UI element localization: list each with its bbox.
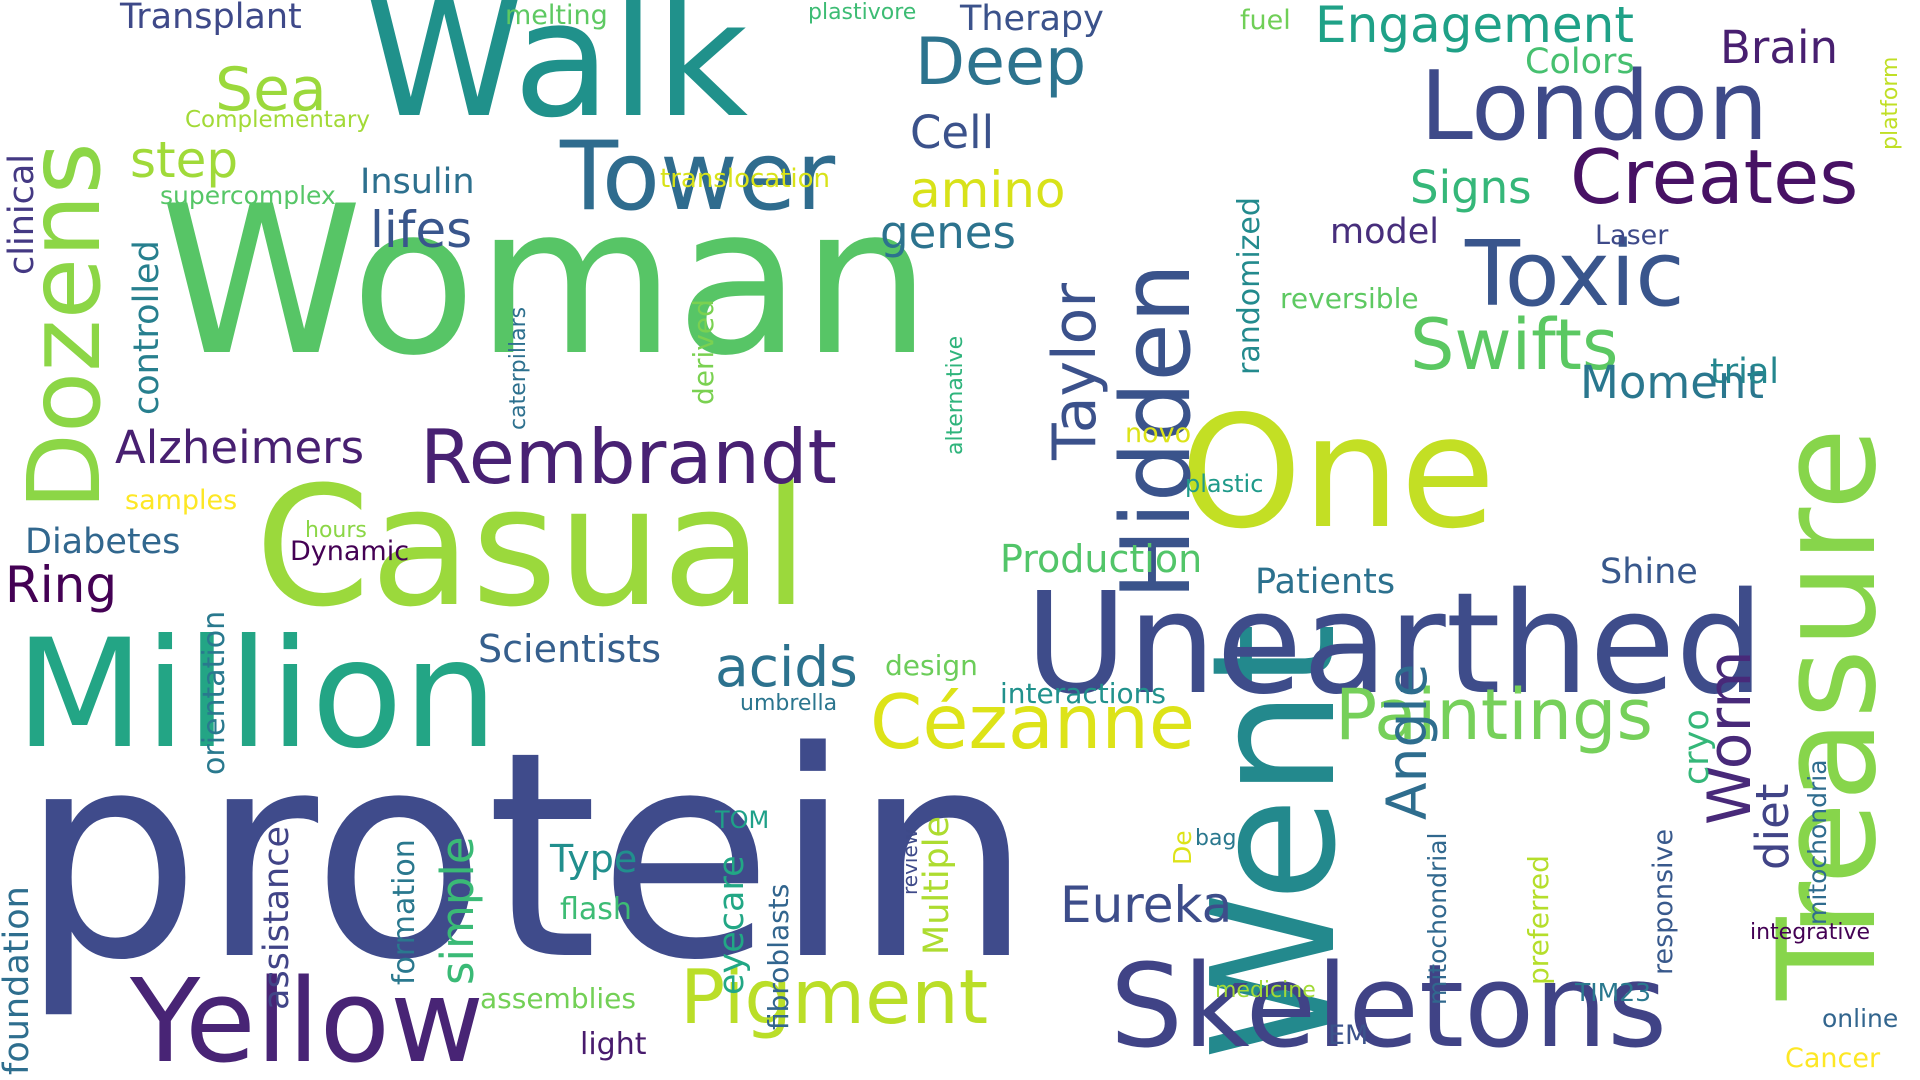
word-cloud-word: platform	[1878, 56, 1903, 150]
word-cloud-word: Million	[15, 608, 498, 782]
word-cloud-word: eyecare	[712, 855, 752, 995]
word-cloud-word: Swifts	[1410, 304, 1619, 386]
word-cloud-word: Cell	[910, 106, 995, 159]
word-cloud-word: melting	[505, 0, 608, 31]
word-cloud-word: assemblies	[480, 982, 636, 1015]
word-cloud-word: caterpillars	[506, 306, 531, 430]
word-cloud-word: Walk	[365, 0, 749, 153]
word-cloud-word: Multiple	[917, 815, 957, 955]
word-cloud-word: reversible	[1280, 282, 1419, 315]
word-cloud-word: acids	[715, 635, 858, 699]
word-cloud-word: Unearthed	[1025, 563, 1765, 726]
word-cloud-word: trial	[1710, 352, 1780, 392]
word-cloud-word: interactions	[1000, 677, 1167, 710]
word-cloud-word: design	[885, 649, 978, 682]
word-cloud-word: Signs	[1410, 161, 1532, 214]
word-cloud-word: De	[1168, 830, 1197, 865]
word-cloud-word: Paintings	[1335, 674, 1653, 756]
word-cloud-word: orientation	[197, 610, 232, 775]
word-cloud-word: plastivore	[808, 0, 917, 25]
word-cloud-word: One	[1180, 382, 1496, 563]
word-cloud-word: samples	[125, 485, 238, 516]
word-cloud-word: assistance	[257, 825, 297, 1010]
word-cloud-word: Colors	[1525, 42, 1635, 82]
word-cloud-word: formation	[387, 839, 422, 985]
word-cloud-word: Taylor	[1040, 282, 1110, 460]
word-cloud-word: amino	[910, 161, 1066, 219]
word-cloud-word: fibroblasts	[762, 883, 795, 1030]
word-cloud-word: online	[1822, 1004, 1899, 1033]
word-cloud-word: umbrella	[740, 691, 838, 716]
word-cloud-word: translocation	[660, 164, 831, 194]
word-cloud-word: EM	[1328, 1020, 1369, 1051]
word-cloud-word: mitochondrial	[1423, 832, 1452, 1006]
word-cloud-word: Diabetes	[25, 522, 181, 562]
word-cloud-word: Alzheimers	[115, 421, 365, 474]
word-cloud-word: light	[580, 1027, 647, 1062]
word-cloud-word: TOM	[715, 806, 770, 834]
word-cloud-word: novo	[1125, 418, 1192, 449]
word-cloud-word: TIM23	[1575, 978, 1652, 1007]
word-cloud-word: Complementary	[185, 107, 370, 133]
word-cloud-word: step	[130, 131, 239, 189]
word-cloud-word: hours	[305, 518, 367, 543]
word-cloud-word: Patients	[1255, 562, 1396, 602]
word-cloud-word: integrative	[1750, 920, 1871, 945]
word-cloud-word: foundation	[0, 886, 37, 1075]
word-cloud-word: genes	[880, 206, 1016, 259]
word-cloud-word: derived	[687, 299, 720, 405]
word-cloud-word: Eureka	[1060, 876, 1233, 934]
word-cloud-word: Moment	[1580, 356, 1765, 409]
word-cloud-word: Cancer	[1785, 1043, 1881, 1074]
word-cloud-word: Casual	[255, 451, 809, 643]
word-cloud-word: lifes	[370, 201, 473, 259]
word-cloud-word: Engagement	[1315, 0, 1634, 54]
word-cloud-word: clinical	[2, 153, 42, 275]
word-cloud-word: protein	[20, 691, 1034, 1023]
word-cloud-word: Therapy	[960, 0, 1104, 39]
word-cloud-word: model	[1330, 212, 1439, 252]
word-cloud-word: responsive	[1648, 828, 1679, 975]
word-cloud-word: flash	[560, 892, 632, 927]
word-cloud-word: Shine	[1600, 552, 1698, 592]
word-cloud-word: Angle	[1375, 663, 1439, 820]
word-cloud-word: Scientists	[478, 627, 661, 671]
word-cloud-word: fuel	[1240, 5, 1291, 36]
word-cloud-word: medicine	[1215, 978, 1316, 1003]
word-cloud-word: Transplant	[120, 0, 302, 37]
word-cloud-word: simple	[431, 836, 484, 985]
word-cloud-word: Brain	[1720, 21, 1838, 74]
word-cloud-word: Deep	[915, 25, 1087, 100]
word-cloud-word: Toxic	[1465, 222, 1685, 327]
word-cloud-word: cryo	[1677, 709, 1717, 785]
word-cloud-word: Type	[550, 837, 638, 881]
word-cloud-word: London	[1420, 52, 1769, 162]
word-cloud-word: Ring	[5, 556, 118, 614]
word-cloud-word: Insulin	[360, 162, 475, 202]
word-cloud-word: review	[898, 828, 922, 895]
word-cloud-word: Laser	[1595, 220, 1669, 251]
word-cloud-word: plastic	[1185, 470, 1264, 498]
word-cloud-word: Production	[1000, 537, 1203, 581]
word-cloud-word: Yellow	[130, 955, 485, 1080]
word-cloud-word: Tower	[560, 122, 836, 232]
word-cloud-word: Sea	[215, 55, 327, 125]
word-cloud-word: diet	[1746, 783, 1799, 870]
word-cloud-word: Rembrandt	[420, 413, 837, 501]
word-cloud-word: Cézanne	[870, 678, 1196, 766]
word-cloud-word: supercomplex	[160, 181, 336, 210]
word-cloud-word: controlled	[127, 240, 167, 415]
word-cloud-word: Woman	[160, 163, 932, 401]
word-cloud-word: Dynamic	[290, 536, 410, 567]
word-cloud-word: randomized	[1232, 197, 1267, 375]
word-cloud-word: Skeletons	[1110, 940, 1668, 1074]
word-cloud-word: Creates	[1570, 133, 1859, 221]
word-cloud-word: preferred	[1522, 855, 1555, 985]
word-cloud-word: Pigment	[680, 953, 989, 1041]
word-cloud-word: mitochondria	[1803, 759, 1832, 925]
word-cloud-word: bag	[1195, 826, 1237, 851]
word-cloud-word: alternative	[943, 335, 968, 455]
